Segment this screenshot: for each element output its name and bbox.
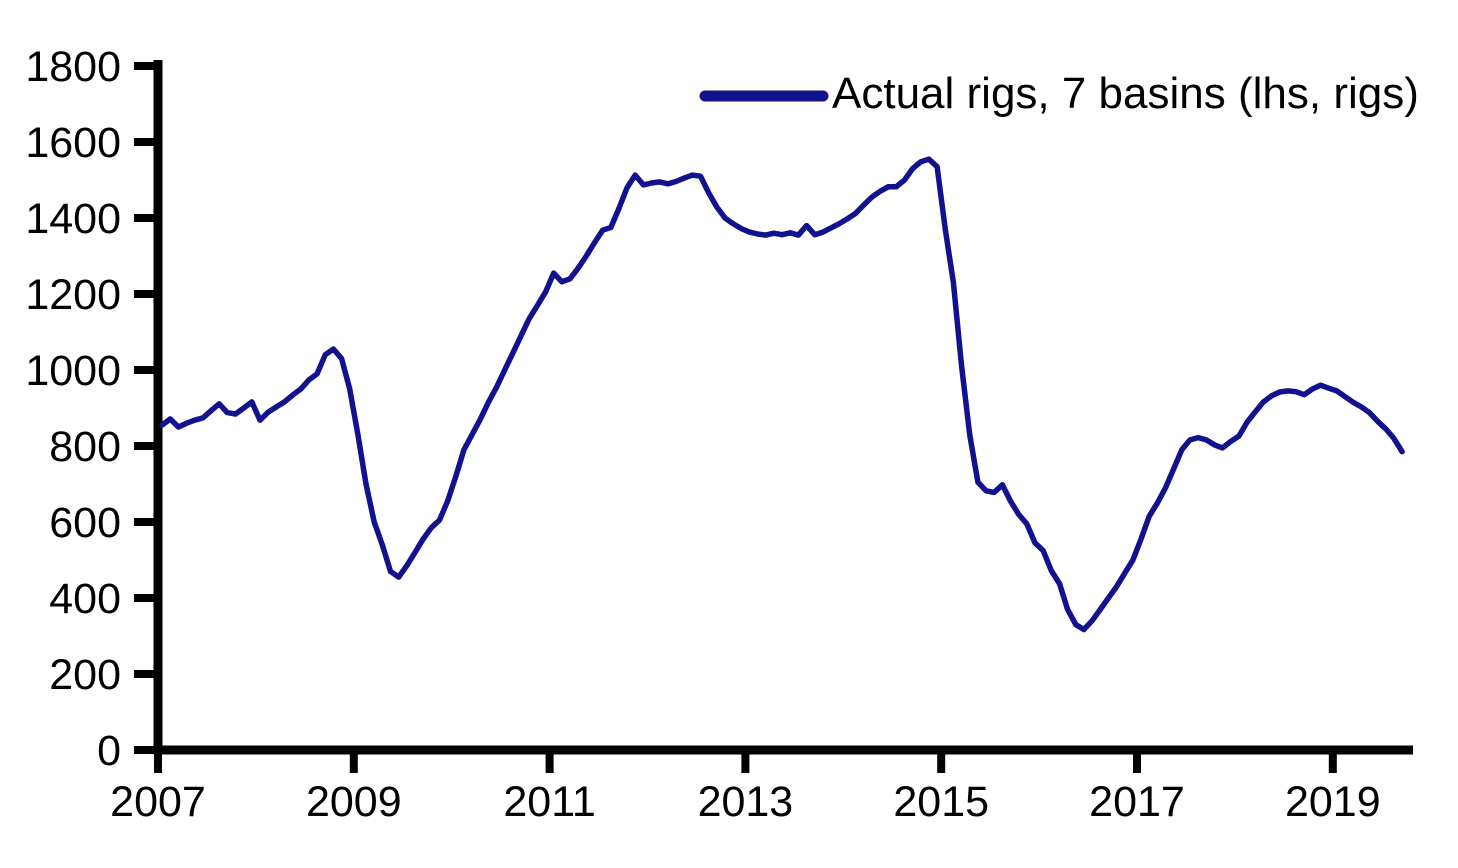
y-tick-label: 1800 <box>25 43 121 91</box>
y-tick-label: 1000 <box>25 347 121 395</box>
x-tick-label: 2011 <box>503 778 595 826</box>
x-tick-label: 2019 <box>1285 778 1381 826</box>
x-tick-label: 2015 <box>893 778 989 826</box>
y-tick-label: 1400 <box>25 195 121 243</box>
y-tick-label: 800 <box>49 423 121 471</box>
y-axis-tick-labels: 0 200 400 600 800 1000 1200 1400 1600 1800 <box>25 43 121 775</box>
y-tick-label: 400 <box>49 575 121 623</box>
x-tick-label: 2009 <box>306 778 402 826</box>
y-tick-label: 1600 <box>25 119 121 167</box>
legend-label: Actual rigs, 7 basins (lhs, rigs) <box>832 69 1419 118</box>
x-tick-label: 2013 <box>698 778 794 826</box>
y-tick-label: 0 <box>97 727 121 775</box>
legend: Actual rigs, 7 basins (lhs, rigs) <box>699 69 1419 118</box>
x-axis-tick-labels: 2007 2009 2011 2013 2015 2017 2019 <box>110 778 1380 826</box>
y-tick-label: 200 <box>49 651 121 699</box>
series-line-actual-rigs <box>159 156 1405 633</box>
y-tick-label: 600 <box>49 499 121 547</box>
x-tick-label: 2007 <box>110 778 206 826</box>
y-tick-label: 1200 <box>25 271 121 319</box>
x-tick-label: 2017 <box>1089 778 1185 826</box>
